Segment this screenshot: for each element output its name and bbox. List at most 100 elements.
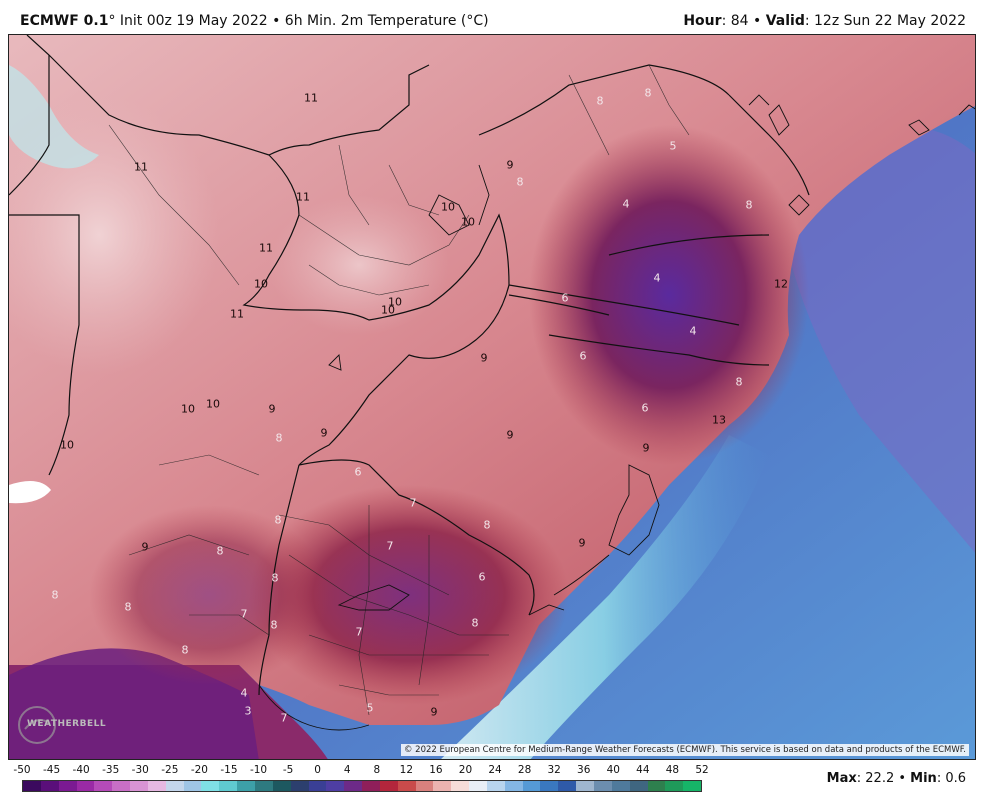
contour-label: 11 [259, 241, 273, 255]
colorbar-swatch [308, 781, 327, 791]
colorbar-swatch [272, 781, 291, 791]
colorbar-swatch [112, 781, 131, 791]
colorbar-swatch [415, 781, 434, 791]
colorbar-swatch [76, 781, 95, 791]
contour-label: 8 [745, 198, 753, 212]
colorbar-tick-label: -10 [249, 764, 268, 776]
colorbar-swatch [379, 781, 398, 791]
colorbar-swatch [558, 781, 577, 791]
contour-label: 8 [596, 94, 604, 108]
colorbar-swatch [147, 781, 166, 791]
weatherbell-logo: WEATHERBELL [13, 701, 106, 745]
contour-label: 9 [506, 158, 514, 172]
colorbar-tick-label: 32 [547, 764, 561, 776]
contour-label: 8 [51, 588, 59, 602]
colorbar-tick-label: 16 [429, 764, 443, 776]
colorbar-swatch [165, 781, 184, 791]
contour-label: 11 [304, 91, 318, 105]
colorbar-swatch [58, 781, 77, 791]
colorbar-tick-label: -25 [161, 764, 179, 776]
model-name: ECMWF 0.1 [20, 13, 109, 29]
contour-label: 8 [735, 375, 743, 389]
contour-label: 9 [480, 351, 488, 365]
colorbar-swatch [219, 781, 238, 791]
contour-label: 3 [244, 704, 252, 718]
max-value: : 22.2 • [856, 771, 911, 786]
colorbar-swatch [611, 781, 630, 791]
map-header: ECMWF 0.1° Init 00z 19 May 2022 • 6h Min… [0, 0, 984, 34]
colorbar-tick-label: -50 [13, 764, 31, 776]
contour-label: 9 [430, 705, 438, 719]
valid-value: : 12z Sun 22 May 2022 [804, 13, 966, 29]
colorbar-swatch [326, 781, 345, 791]
contour-label: 7 [409, 496, 417, 510]
colorbar-swatch [469, 781, 487, 791]
contour-label: 12 [774, 277, 788, 291]
colorbar-tick-label: 40 [606, 764, 620, 776]
contour-label: 10 [441, 200, 455, 214]
colorbar-tick-label: -35 [102, 764, 120, 776]
colorbar-swatch [397, 781, 416, 791]
map-canvas [9, 35, 975, 759]
init-text: Init 00z 19 May 2022 • 6h Min. 2m Temper… [115, 13, 489, 29]
contour-label: 9 [320, 426, 328, 440]
colorbar-swatch [647, 781, 666, 791]
contour-label: 8 [274, 513, 282, 527]
colorbar-tick-label: -20 [190, 764, 208, 776]
colorbar-tick-label: 20 [458, 764, 473, 776]
contour-label: 7 [240, 607, 248, 621]
contour-label: 4 [240, 686, 248, 700]
contour-label: 9 [578, 536, 586, 550]
contour-label: 5 [669, 139, 677, 153]
colorbar-ticks: -50 -45 -40 -35 -30 -25 -20 -15 -10 -5 0 4 8 12 16 20 24… [13, 764, 708, 778]
contour-label: 13 [712, 413, 726, 427]
copyright-notice: © 2022 European Centre for Medium-Range … [400, 744, 969, 756]
hour-label: Hour [683, 13, 722, 29]
colorbar-tick-label: -40 [72, 764, 90, 776]
max-label: Max [826, 771, 857, 786]
colorbar-tick-label: 0 [314, 764, 321, 776]
contour-label: 4 [653, 271, 661, 285]
colorbar-tick-label: 28 [517, 764, 532, 776]
contour-label: 8 [516, 175, 524, 189]
valid-label: Valid [765, 13, 805, 29]
contour-label: 8 [270, 618, 278, 632]
min-value: : 0.6 [936, 771, 966, 786]
colorbar-swatch [94, 781, 113, 791]
colorbar-tick-label: 48 [665, 764, 680, 776]
colorbar-swatch [665, 781, 684, 791]
contour-label: 4 [622, 197, 630, 211]
contour-label: 8 [181, 643, 189, 657]
colorbar-swatch [237, 781, 255, 791]
contour-label: 11 [230, 307, 244, 321]
contour-label: 11 [296, 190, 310, 204]
colorbar-tick-label: -5 [282, 764, 294, 776]
weatherbell-logo-icon [18, 706, 56, 744]
contour-label: 4 [689, 324, 697, 338]
degree-symbol: ° [108, 13, 116, 29]
contour-label: 7 [386, 539, 394, 553]
colorbar-tick-label: 36 [577, 764, 591, 776]
contour-label: 9 [141, 540, 149, 554]
colorbar-tick-label: -30 [131, 764, 149, 776]
header-title: ECMWF 0.1° Init 00z 19 May 2022 • 6h Min… [20, 13, 489, 29]
colorbar-swatch [433, 781, 452, 791]
header-valid-time: Hour: 84 • Valid: 12z Sun 22 May 2022 [683, 13, 966, 29]
contour-label: 10 [60, 438, 74, 452]
contour-label: 8 [275, 431, 283, 445]
colorbar-tick-label: 8 [373, 764, 381, 776]
contour-label: 9 [268, 402, 276, 416]
colorbar-swatch [130, 781, 148, 791]
contour-label: 8 [644, 86, 652, 100]
contour-label: 8 [483, 518, 491, 532]
contour-label: 6 [561, 291, 569, 305]
contour-label: 9 [642, 441, 650, 455]
colorbar-swatch [183, 781, 202, 791]
contour-label: 5 [366, 701, 374, 715]
min-label: Min [910, 771, 937, 786]
contour-label: 8 [471, 616, 479, 630]
colorbar-swatch [40, 781, 59, 791]
contour-label: 7 [355, 625, 363, 639]
contour-label: 8 [271, 571, 279, 585]
colorbar-swatch [254, 781, 273, 791]
